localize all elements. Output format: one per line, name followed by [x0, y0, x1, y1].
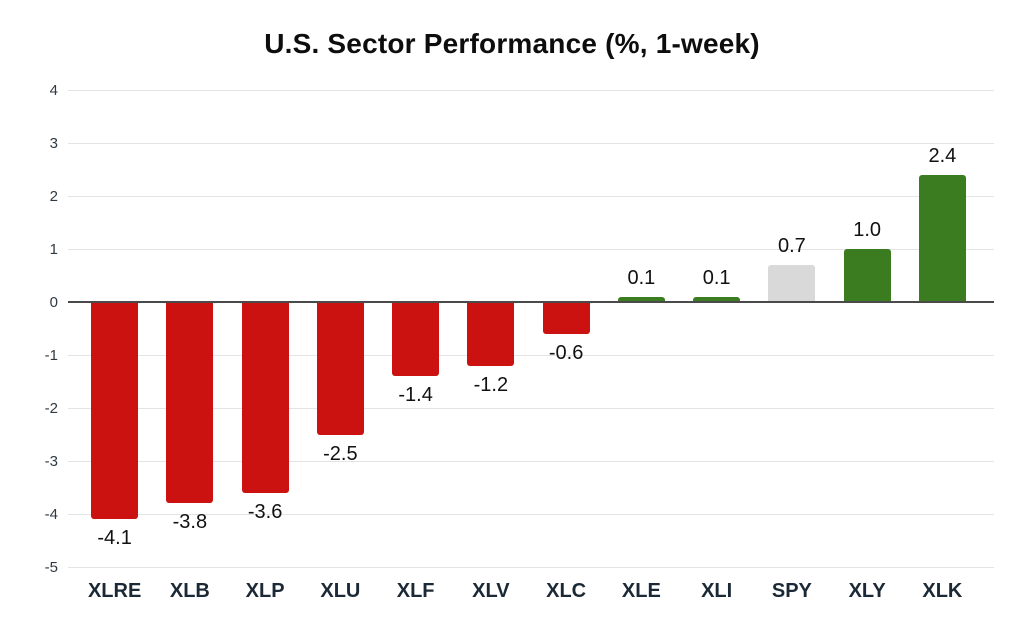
gridline [68, 567, 994, 568]
gridline [68, 461, 994, 462]
x-axis-label-xlu: XLU [320, 580, 361, 602]
x-axis-label-xlre: XLRE [87, 580, 142, 602]
bar-value-label: -0.6 [548, 341, 584, 364]
bar-xlp [241, 302, 289, 493]
zero-axis-line [68, 301, 994, 303]
bar-value-label: -3.8 [172, 511, 208, 534]
y-axis-tick-label: 2 [49, 188, 58, 205]
bar-xlf [392, 302, 440, 377]
x-axis-label-xli: XLI [701, 580, 733, 602]
y-axis-tick-label: -2 [44, 400, 58, 417]
bar-value-label: -3.6 [247, 500, 283, 523]
bar-xlc [542, 302, 590, 334]
gridline [68, 408, 994, 409]
bar-xlre [91, 302, 139, 520]
gridline [68, 90, 994, 91]
chart-title: U.S. Sector Performance (%, 1-week) [264, 28, 760, 59]
bar-value-label: -1.2 [473, 373, 509, 396]
x-axis-label-xlv: XLV [472, 580, 510, 602]
y-axis-tick-label: 4 [49, 82, 58, 99]
x-axis-label-spy: SPY [771, 580, 812, 602]
bar-value-label: -4.1 [97, 527, 132, 550]
bar-xlv [467, 302, 515, 366]
bar-value-label: 1.0 [853, 219, 882, 241]
y-axis-tick-label: -3 [44, 453, 58, 470]
bar-value-label: -1.4 [398, 384, 433, 407]
bar-xly [843, 249, 891, 302]
bar-value-label: 2.4 [928, 144, 957, 167]
x-axis-label-xlb: XLB [169, 580, 210, 602]
bar-xlu [316, 302, 364, 435]
x-axis-label-xle: XLE [621, 580, 661, 602]
gridline [68, 514, 994, 515]
x-axis-label-xlp: XLP [245, 580, 285, 602]
x-axis-label-xlf: XLF [396, 580, 435, 602]
y-axis-tick-label: 0 [49, 294, 58, 311]
gridline [68, 143, 994, 144]
bar-xli [693, 296, 741, 302]
bar-xlk [918, 174, 966, 302]
bar-value-label: 0.1 [702, 266, 731, 289]
x-axis-label-xlc: XLC [546, 580, 587, 602]
y-axis-tick-label: -4 [44, 506, 58, 523]
y-axis-tick-label: -1 [44, 347, 58, 364]
bar-xlb [166, 302, 214, 504]
gridline [68, 196, 994, 197]
bar-value-label: 0.1 [627, 266, 656, 289]
bar-value-label: 0.7 [777, 234, 806, 257]
gridline [68, 355, 994, 356]
bar-spy [768, 264, 816, 302]
bar-value-label: -2.5 [323, 442, 358, 465]
gridline [68, 249, 994, 250]
x-axis-label-xly: XLY [848, 580, 886, 602]
y-axis-tick-label: 1 [49, 241, 58, 258]
y-axis-tick-label: -5 [44, 559, 58, 576]
x-axis-label-xlk: XLK [922, 580, 963, 602]
y-axis-tick-label: 3 [49, 135, 58, 152]
bar-xle [617, 296, 665, 302]
